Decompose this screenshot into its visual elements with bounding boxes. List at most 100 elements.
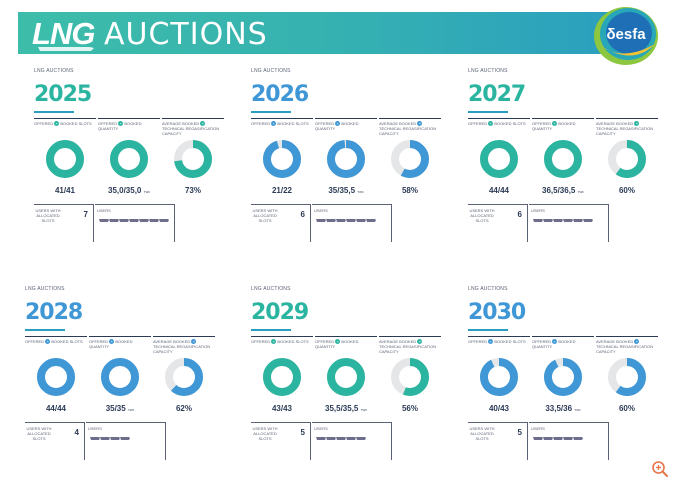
quantity-donut-fill — [544, 358, 582, 396]
divider — [468, 118, 530, 119]
ships-row — [99, 219, 169, 222]
stat-quantity: OFFERED + BOOKED QUANTITY 33,5/36 TWh — [532, 336, 594, 416]
ship-icon — [110, 437, 120, 440]
users-label: USERS — [531, 208, 545, 213]
stat-slots-value: 21/22 — [271, 186, 293, 195]
divider — [532, 118, 594, 119]
users-count: 7 — [83, 210, 88, 219]
year-underline — [468, 329, 508, 331]
logo-text: δesfa — [606, 26, 646, 43]
year-heading: 2025 — [34, 82, 92, 107]
zoom-in-icon[interactable] — [651, 460, 669, 478]
year-panel-2026: LNG AUCTIONS 2026 OFFERED + BOOKED SLOTS… — [251, 68, 453, 273]
ship-icon — [99, 219, 109, 222]
divider — [379, 118, 441, 119]
users-ships-cell: USERS — [529, 204, 609, 242]
ship-icon — [563, 219, 573, 222]
plus-icon: + — [271, 121, 277, 127]
capacity-donut — [174, 140, 212, 178]
quantity-donut-fill — [544, 140, 582, 178]
ships-row — [90, 437, 130, 440]
section-label: LNG AUCTIONS — [468, 68, 508, 74]
users-count: 6 — [300, 210, 305, 219]
stat-capacity-label: AVERAGE BOOKED + TECHNICAL REGASIFICATIO… — [379, 339, 437, 355]
year-panel-2030: LNG AUCTIONS 2030 OFFERED + BOOKED SLOTS… — [468, 286, 670, 487]
users-count-cell: USERS WITH ALLOCATED SLOTS 6 — [251, 204, 311, 242]
stat-slots-label: OFFERED + BOOKED SLOTS — [251, 121, 309, 127]
stat-slots: OFFERED + BOOKED SLOTS 44/44 — [25, 336, 87, 416]
capacity-donut — [165, 358, 203, 396]
users-box: USERS WITH ALLOCATED SLOTS 4 USERS — [25, 422, 227, 460]
users-count-cell: USERS WITH ALLOCATED SLOTS 5 — [468, 422, 528, 460]
stat-capacity: AVERAGE BOOKED + TECHNICAL REGASIFICATIO… — [596, 118, 658, 198]
divider — [468, 336, 530, 337]
header-banner: LNG AUCTIONS — [18, 12, 640, 54]
capacity-donut-fill — [391, 358, 429, 396]
users-count: 5 — [300, 428, 305, 437]
users-box: USERS WITH ALLOCATED SLOTS 6 USERS — [468, 204, 670, 242]
stat-capacity: AVERAGE BOOKED + TECHNICAL REGASIFICATIO… — [596, 336, 658, 416]
ship-icon — [346, 437, 356, 440]
quantity-donut-fill — [101, 358, 139, 396]
users-count: 5 — [517, 428, 522, 437]
stat-capacity-label: AVERAGE BOOKED + TECHNICAL REGASIFICATIO… — [153, 339, 211, 355]
slots-donut — [263, 140, 301, 178]
ship-icon — [366, 219, 376, 222]
users-with-slots-label: USERS WITH ALLOCATED SLOTS — [252, 208, 278, 223]
divider — [153, 336, 215, 337]
brand-text: LNG — [32, 16, 95, 51]
users-with-slots-label: USERS WITH ALLOCATED SLOTS — [469, 426, 495, 441]
stat-slots: OFFERED + BOOKED SLOTS 21/22 — [251, 118, 313, 198]
slots-donut-fill — [263, 140, 301, 178]
stat-slots-value: 43/43 — [271, 404, 293, 413]
users-count-cell: USERS WITH ALLOCATED SLOTS 5 — [251, 422, 311, 460]
plus-icon: + — [118, 121, 124, 127]
ships-row — [533, 437, 583, 440]
ship-icon — [553, 437, 563, 440]
plus-icon: + — [634, 339, 640, 345]
ship-icon — [38, 47, 94, 51]
slots-donut-fill — [46, 140, 84, 178]
stat-slots-value: 44/44 — [488, 186, 510, 195]
ship-icon — [533, 437, 543, 440]
users-label: USERS — [97, 208, 111, 213]
ship-icon — [100, 437, 110, 440]
ship-icon — [149, 219, 159, 222]
ship-icon — [336, 437, 346, 440]
stat-capacity: AVERAGE BOOKED + TECHNICAL REGASIFICATIO… — [379, 336, 441, 416]
stat-quantity-value: 36,5/36,5 TWh — [542, 186, 584, 195]
stat-capacity: AVERAGE BOOKED + TECHNICAL REGASIFICATIO… — [153, 336, 215, 416]
slots-donut — [37, 358, 75, 396]
ship-icon — [533, 219, 543, 222]
ship-icon — [356, 437, 366, 440]
users-ships-cell: USERS — [312, 204, 392, 242]
plus-icon: + — [335, 121, 341, 127]
stat-quantity: OFFERED + BOOKED QUANTITY 35,0/35,0 TWh — [98, 118, 160, 198]
plus-icon: + — [335, 339, 341, 345]
ship-icon — [316, 437, 326, 440]
stat-capacity-value: 60% — [618, 404, 635, 413]
slots-donut — [480, 140, 518, 178]
users-label: USERS — [314, 426, 328, 431]
plus-icon: + — [109, 339, 115, 345]
quantity-donut — [544, 140, 582, 178]
stat-slots: OFFERED + BOOKED SLOTS 43/43 — [251, 336, 313, 416]
plus-icon: + — [191, 339, 197, 345]
section-label: LNG AUCTIONS — [468, 286, 508, 292]
year-heading: 2027 — [468, 82, 526, 107]
divider — [596, 336, 658, 337]
stat-capacity-value: 73% — [184, 186, 201, 195]
stat-capacity-value: 62% — [175, 404, 192, 413]
stat-slots: OFFERED + BOOKED SLOTS 41/41 — [34, 118, 96, 198]
year-underline — [25, 329, 65, 331]
plus-icon: + — [271, 339, 277, 345]
slots-donut — [263, 358, 301, 396]
users-with-slots-label: USERS WITH ALLOCATED SLOTS — [26, 426, 52, 441]
ship-icon — [553, 219, 563, 222]
year-underline — [468, 111, 508, 113]
capacity-donut — [391, 358, 429, 396]
divider — [89, 336, 151, 337]
ship-icon — [316, 219, 326, 222]
ship-icon — [139, 219, 149, 222]
plus-icon: + — [417, 339, 423, 345]
